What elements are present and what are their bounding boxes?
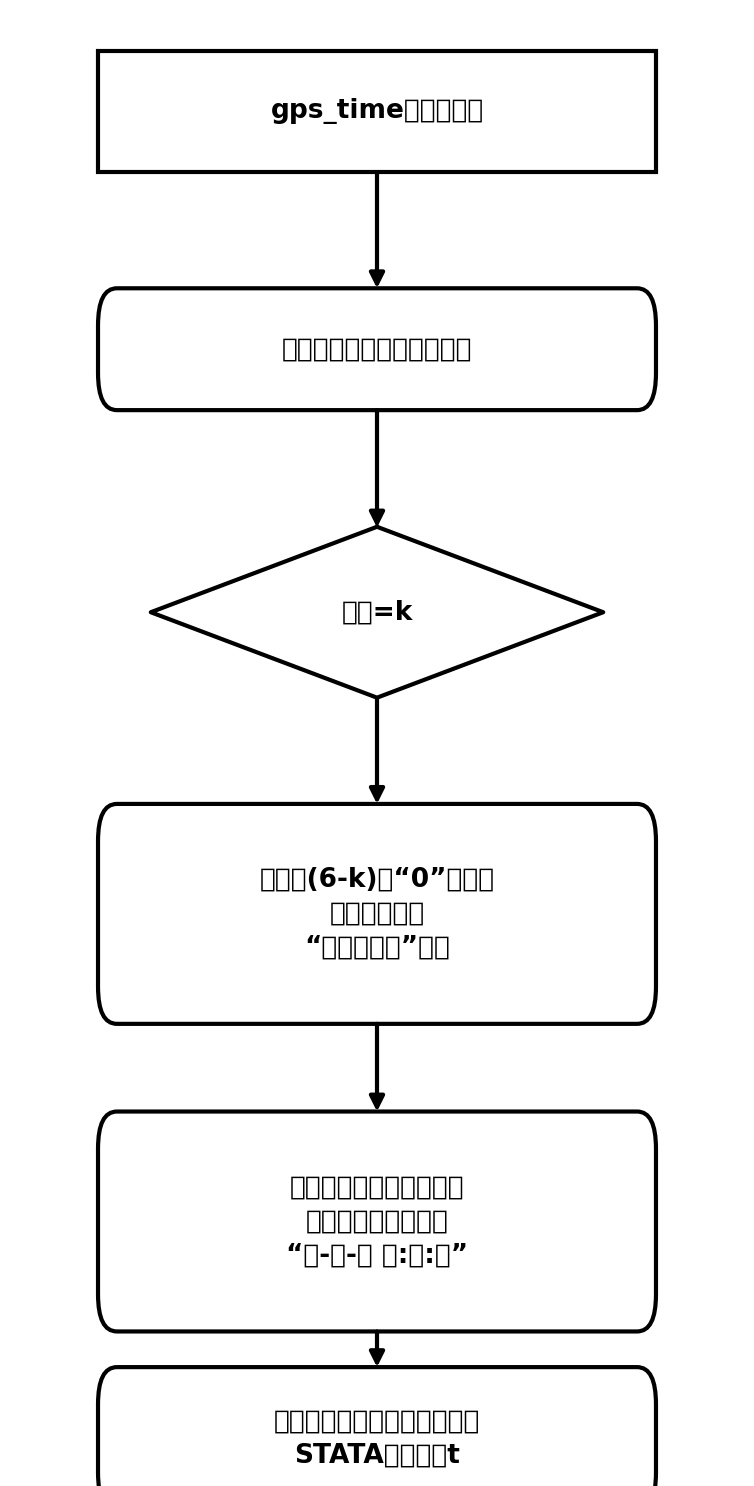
Text: 个数=k: 个数=k (342, 599, 412, 626)
FancyBboxPatch shape (98, 1112, 656, 1331)
Text: gps_time时间字符串: gps_time时间字符串 (271, 98, 483, 125)
Polygon shape (151, 528, 603, 698)
Text: 首位补(6-k)个“0”，依次
取两位，变成
“时：分：秒”格式: 首位补(6-k)个“0”，依次 取两位，变成 “时：分：秒”格式 (259, 866, 495, 961)
FancyBboxPatch shape (98, 288, 656, 410)
Text: 进一步转换成可以进行计算的
STATA时间变量t: 进一步转换成可以进行计算的 STATA时间变量t (274, 1409, 480, 1468)
FancyBboxPatch shape (98, 51, 656, 172)
Text: 统计时间字符串的字符个数: 统计时间字符串的字符个数 (282, 336, 472, 363)
FancyBboxPatch shape (98, 804, 656, 1024)
Text: 添加日期字符串，转换为
标准时间字符串格式
“年-月-日 时:分:秒”: 添加日期字符串，转换为 标准时间字符串格式 “年-月-日 时:分:秒” (286, 1174, 468, 1269)
FancyBboxPatch shape (98, 1367, 656, 1486)
